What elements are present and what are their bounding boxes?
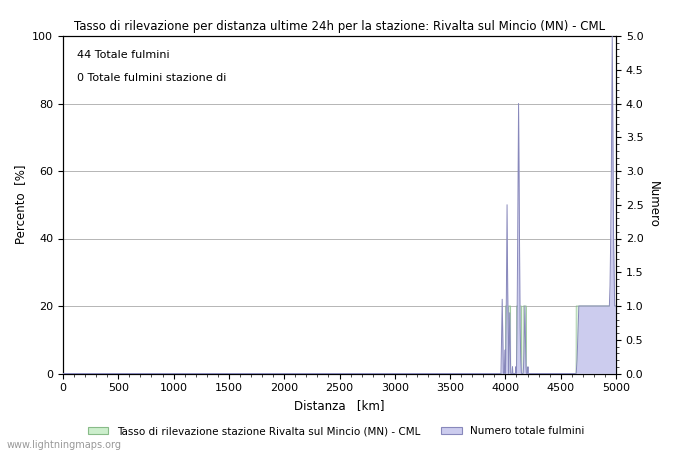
Title: Tasso di rilevazione per distanza ultime 24h per la stazione: Rivalta sul Mincio: Tasso di rilevazione per distanza ultime… (74, 20, 605, 33)
Y-axis label: Numero: Numero (647, 181, 660, 228)
Text: 44 Totale fulmini: 44 Totale fulmini (77, 50, 169, 59)
Legend: Tasso di rilevazione stazione Rivalta sul Mincio (MN) - CML, Numero totale fulmi: Tasso di rilevazione stazione Rivalta su… (83, 422, 589, 440)
Text: www.lightningmaps.org: www.lightningmaps.org (7, 440, 122, 450)
Y-axis label: Percento  [%]: Percento [%] (14, 165, 27, 244)
X-axis label: Distanza   [km]: Distanza [km] (294, 399, 385, 412)
Text: 0 Totale fulmini stazione di: 0 Totale fulmini stazione di (77, 73, 226, 83)
